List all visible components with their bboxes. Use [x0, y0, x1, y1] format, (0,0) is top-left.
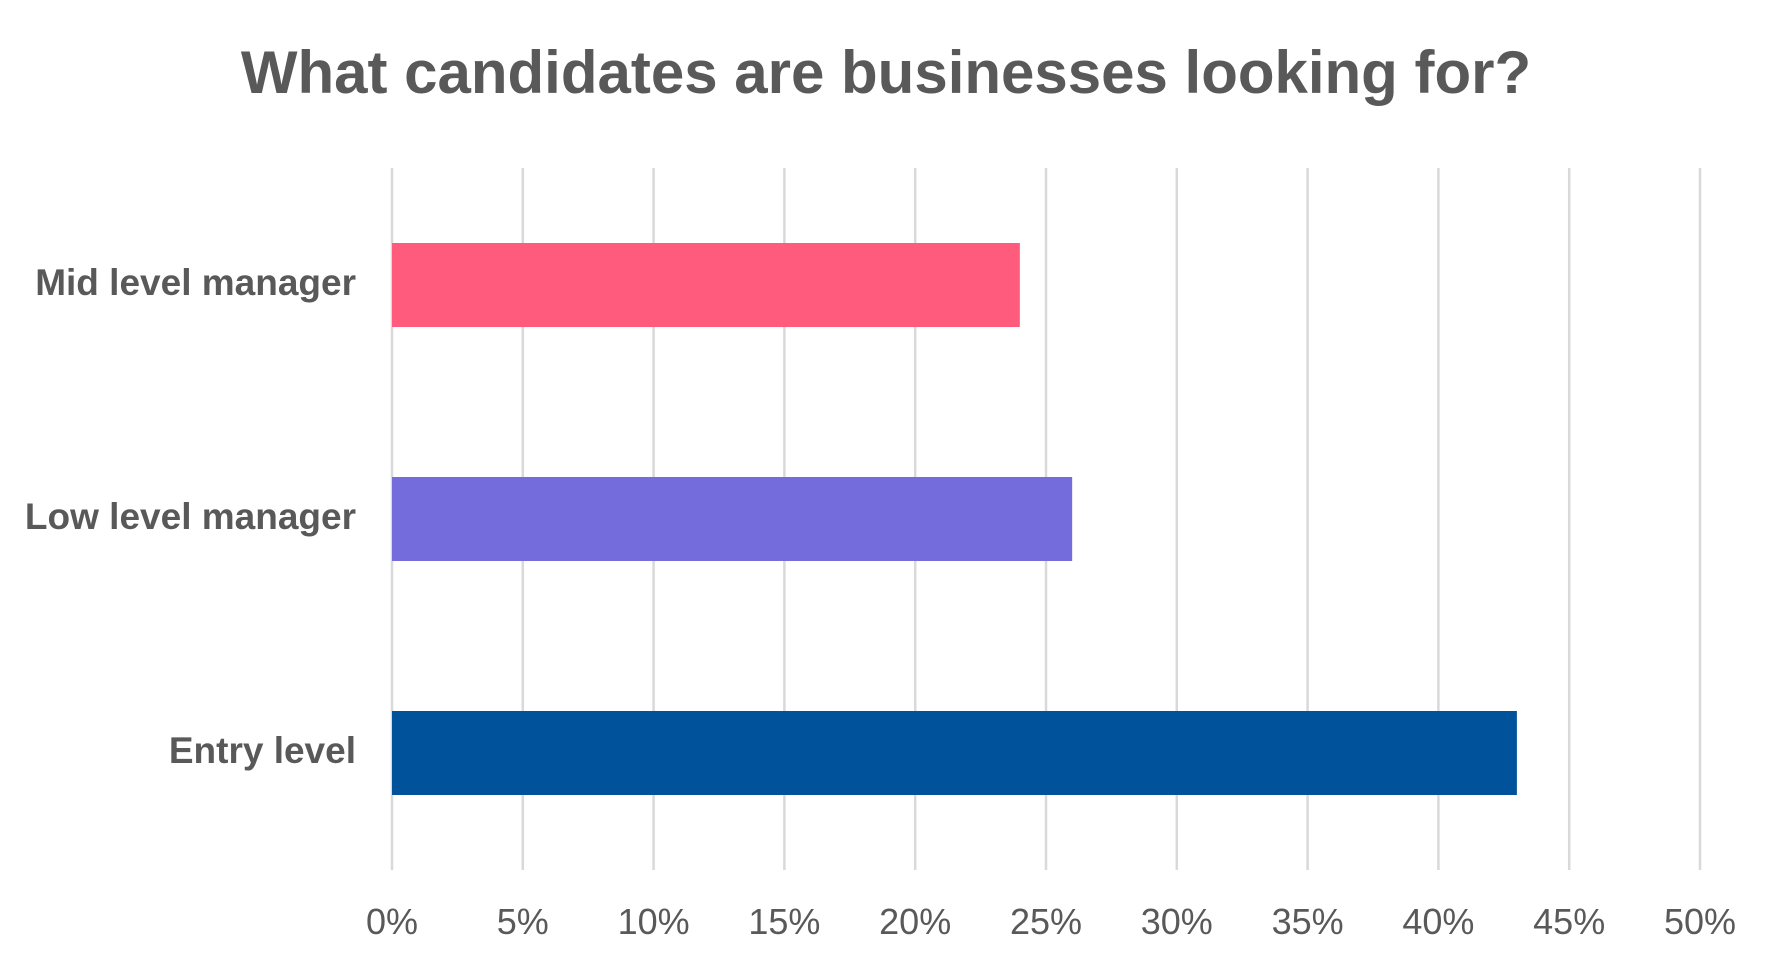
bars: [392, 243, 1517, 795]
x-tick-label: 0%: [366, 901, 418, 942]
x-tick-label: 25%: [1010, 901, 1082, 942]
bar: [392, 711, 1517, 795]
x-tick-label: 20%: [879, 901, 951, 942]
x-tick-label: 40%: [1402, 901, 1474, 942]
category-label: Entry level: [169, 730, 356, 771]
category-label: Mid level manager: [35, 262, 356, 303]
x-tick-label: 30%: [1141, 901, 1213, 942]
x-tick-label: 35%: [1272, 901, 1344, 942]
x-tick-label: 50%: [1664, 901, 1736, 942]
x-tick-label: 45%: [1533, 901, 1605, 942]
category-label: Low level manager: [25, 496, 356, 537]
x-axis-tick-labels: 0% 5% 10% 15% 20% 25% 30% 35% 40% 45% 50%: [366, 901, 1736, 942]
bar: [392, 243, 1020, 327]
x-tick-label: 5%: [497, 901, 549, 942]
x-tick-label: 10%: [618, 901, 690, 942]
bar: [392, 477, 1072, 561]
x-tick-label: 15%: [748, 901, 820, 942]
category-labels: Mid level manager Low level manager Entry …: [25, 262, 356, 771]
